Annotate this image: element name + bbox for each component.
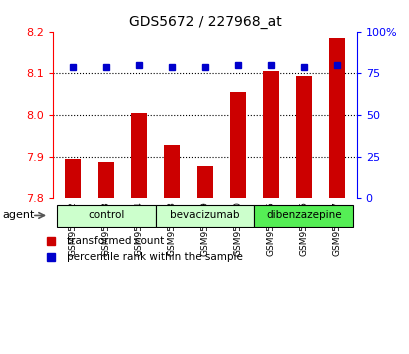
Bar — [196, 166, 213, 198]
Text: control: control — [88, 210, 124, 221]
FancyBboxPatch shape — [155, 205, 254, 227]
Bar — [163, 145, 180, 198]
Bar — [328, 38, 344, 198]
Text: agent: agent — [3, 210, 35, 221]
Text: bevacizumab: bevacizumab — [170, 210, 239, 221]
Bar — [65, 159, 81, 198]
FancyBboxPatch shape — [254, 205, 353, 227]
FancyBboxPatch shape — [56, 205, 155, 227]
Text: transformed count: transformed count — [67, 236, 164, 246]
Text: dibenzazepine: dibenzazepine — [265, 210, 341, 221]
Bar — [98, 162, 114, 198]
Bar — [262, 72, 279, 198]
Title: GDS5672 / 227968_at: GDS5672 / 227968_at — [128, 16, 281, 29]
Bar — [229, 92, 246, 198]
Bar — [295, 75, 311, 198]
Bar — [130, 113, 147, 198]
Text: percentile rank within the sample: percentile rank within the sample — [67, 252, 243, 262]
